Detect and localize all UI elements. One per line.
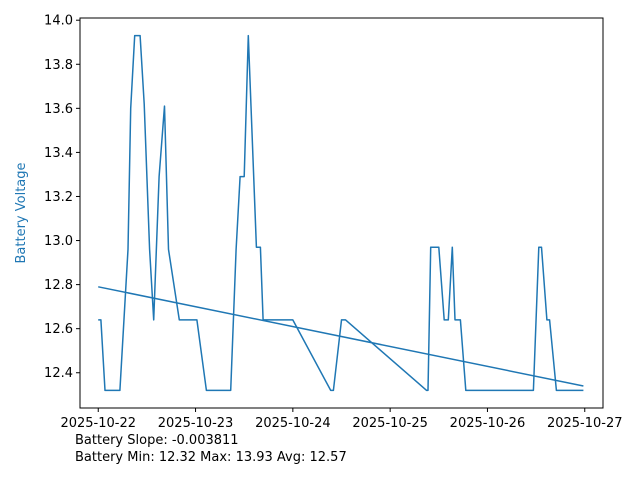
x-axis: 2025-10-22 2025-10-23 2025-10-24 2025-10-25… [60, 408, 623, 431]
y-tick-label: 12.4 [44, 366, 73, 381]
y-tick-label: 12.8 [44, 278, 73, 293]
y-tick-label: 13.4 [44, 146, 73, 161]
x-tick-label: 2025-10-23 [158, 416, 234, 431]
x-tick-label: 2025-10-22 [60, 416, 136, 431]
battery-voltage-line [98, 34, 584, 392]
y-tick-label: 12.6 [44, 322, 73, 337]
x-tick-label: 2025-10-24 [255, 416, 331, 431]
y-tick-label: 13.0 [44, 234, 73, 249]
x-tick-label: 2025-10-25 [352, 416, 428, 431]
y-tick-label: 14.0 [44, 14, 73, 29]
y-axis: 12.4 12.6 12.8 13.0 13.2 13.4 13.6 13.8 14.0 [44, 14, 80, 381]
y-axis-label: Battery Voltage [14, 162, 29, 263]
x-tick-label: 2025-10-27 [547, 416, 623, 431]
battery-trend-line [98, 286, 584, 387]
plot-lines [98, 34, 584, 392]
plot-frame [79, 17, 604, 409]
x-tick-label: 2025-10-26 [450, 416, 526, 431]
y-tick-label: 13.2 [44, 190, 73, 205]
battery-slope-annotation: Battery Slope: -0.003811 [75, 433, 239, 448]
y-tick-label: 13.6 [44, 102, 73, 117]
battery-stats-annotation: Battery Min: 12.32 Max: 13.93 Avg: 12.57 [75, 450, 347, 465]
y-tick-label: 13.8 [44, 58, 73, 73]
